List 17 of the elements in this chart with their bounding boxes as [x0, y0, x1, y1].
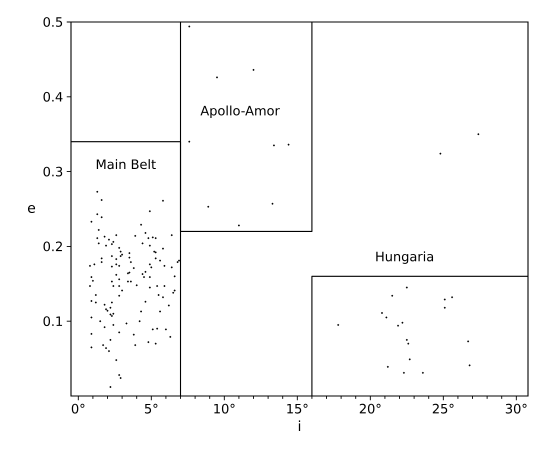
y-tick-label: 0.2	[43, 242, 62, 252]
y-tick-label: 0.3	[43, 166, 62, 177]
x-tick-label: 10°	[214, 404, 235, 414]
y-axis-title: e	[28, 204, 36, 214]
y-tick-label: 0.5	[43, 17, 62, 27]
annotation: Main Belt	[96, 159, 156, 170]
annotation: Hungaria	[376, 251, 434, 264]
x-axis-title: i	[298, 420, 300, 432]
y-tick-label: 0.1	[43, 316, 62, 326]
x-tick-label: 20°	[360, 404, 381, 414]
x-tick-label: 25°	[432, 404, 454, 414]
x-tick-label: 5°	[144, 404, 158, 414]
annotation: Apollo-Amor	[200, 105, 280, 118]
x-tick-label: 0°	[72, 404, 84, 414]
x-tick-label: 15°	[287, 404, 308, 414]
y-tick-label: 0.4	[43, 92, 62, 102]
x-tick-label: 30°	[506, 404, 527, 414]
